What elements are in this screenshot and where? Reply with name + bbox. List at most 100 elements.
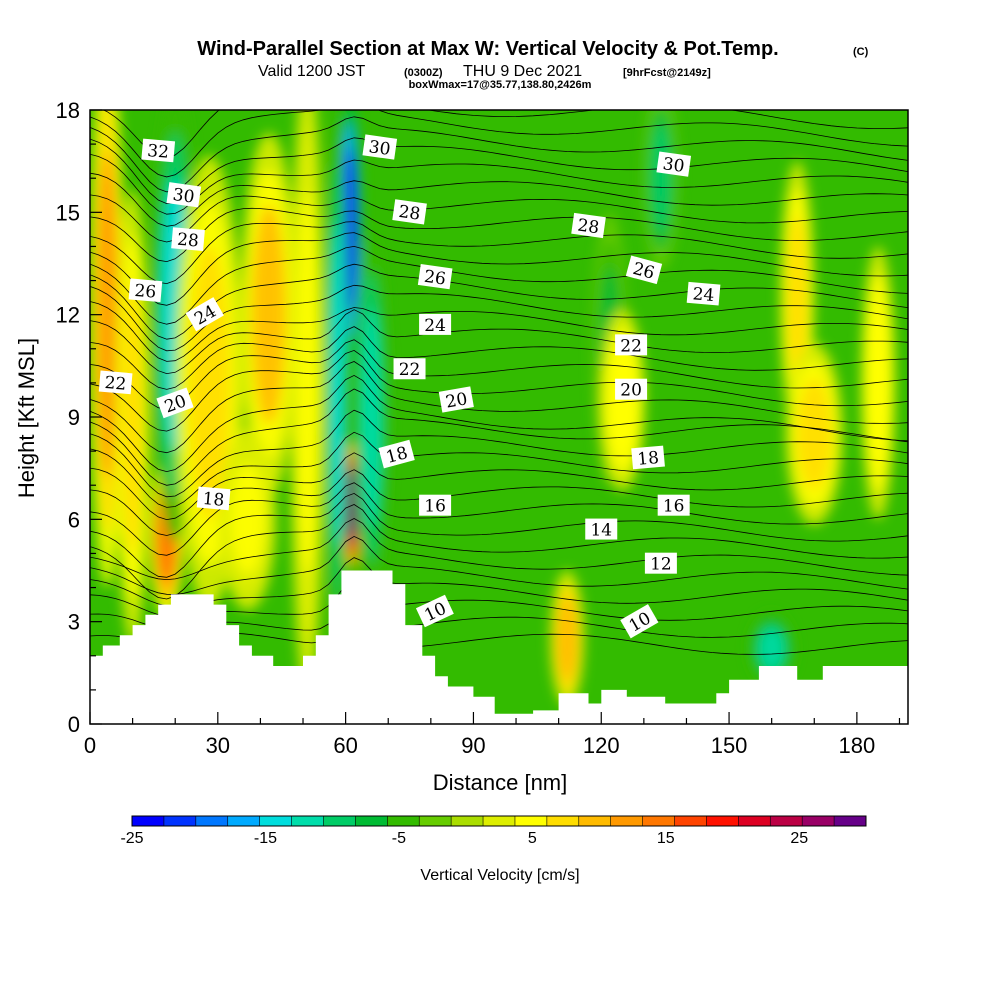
- colorbar-swatch: [195, 816, 229, 826]
- contour-label: 12: [644, 552, 677, 575]
- isentrope-line: [90, 535, 908, 595]
- contour-label: 26: [417, 264, 453, 290]
- contour-label: 20: [438, 386, 474, 413]
- colorbar-swatch: [259, 816, 293, 826]
- contour-label-text: 28: [176, 230, 199, 252]
- isentrope-line: [90, 116, 908, 193]
- w-cell: [251, 205, 286, 424]
- colorbar: -25 -15 -5 5 15 25: [120, 815, 867, 847]
- contour-label-box: [438, 386, 474, 413]
- contour-label-text: 26: [134, 281, 157, 303]
- w-cell: [122, 280, 143, 554]
- contour-label-text: 18: [202, 489, 225, 511]
- contour-label: 20: [615, 378, 648, 401]
- contour-label: 24: [686, 281, 721, 306]
- contour-label-text: 32: [146, 141, 169, 163]
- isentrope-line: [90, 388, 908, 486]
- colorbar-tick-label: 25: [790, 830, 808, 847]
- w-cell: [867, 301, 889, 465]
- subtitle-zulu: (0300Z): [404, 67, 443, 79]
- contour-label-box: [615, 334, 648, 356]
- contour-label-box: [415, 594, 454, 628]
- colorbar-tick-label: -5: [392, 830, 406, 847]
- y-tick-label: 3: [68, 610, 80, 635]
- contour-label: 22: [615, 334, 648, 356]
- isentrope-line: [90, 263, 908, 340]
- colorbar-swatch: [387, 816, 420, 826]
- colorbar-tick-label: 15: [657, 830, 675, 847]
- isentrope-line: [90, 374, 908, 473]
- colorbar-swatch: [132, 816, 165, 826]
- colorbar-tick-label: 5: [528, 830, 537, 847]
- colorbar-swatch: [834, 816, 867, 826]
- contour-label-box: [128, 278, 163, 303]
- w-cell: [96, 150, 118, 479]
- isentrope-line: [90, 361, 908, 454]
- contour-label-text: 24: [424, 316, 446, 336]
- contour-label: 30: [656, 151, 692, 177]
- contour-label-box: [362, 134, 398, 160]
- x-tick-label: 30: [206, 733, 230, 758]
- colorbar-swatch: [355, 816, 388, 826]
- isentrope-line: [90, 232, 908, 306]
- colorbar-swatch: [451, 816, 484, 826]
- subtitle-valid: Valid 1200 JST: [258, 63, 366, 80]
- colorbar-swatch: [419, 816, 452, 826]
- contour-label-box: [141, 138, 176, 163]
- colorbar-swatch: [514, 816, 548, 826]
- isentrope-line: [90, 309, 908, 375]
- box-info: boxWmax=17@35.77,138.80,2426m: [409, 79, 592, 91]
- x-tick-label: 60: [333, 733, 357, 758]
- contour-label-text: 16: [424, 497, 446, 517]
- contour-label-text: 16: [663, 497, 685, 517]
- y-axis: 0 3 6 9 12 15 18: [56, 98, 102, 737]
- y-axis-title: Height [Kft MSL]: [14, 338, 39, 498]
- contour-label-box: [156, 387, 194, 419]
- contour-label-box: [392, 199, 427, 225]
- contour-label-box: [620, 604, 659, 639]
- isentrope-line: [90, 504, 908, 600]
- contour-label-box: [171, 227, 205, 251]
- contour-label: 30: [362, 134, 398, 160]
- contour-label-text: 24: [692, 284, 715, 306]
- contour-label-box: [657, 494, 690, 516]
- colorbar-swatch: [546, 816, 580, 826]
- w-cell: [650, 123, 672, 233]
- colorbar-swatch: [642, 816, 676, 826]
- isentrope-line: [90, 284, 908, 352]
- isentrope-line: [90, 172, 908, 227]
- contour-label: 18: [196, 486, 231, 511]
- contour-label-text: 12: [650, 555, 672, 575]
- isentrope-line: [90, 110, 908, 178]
- x-tick-label: 120: [583, 733, 620, 758]
- chart-title: Wind-Parallel Section at Max W: Vertical…: [197, 38, 778, 60]
- w-cell: [608, 345, 637, 455]
- contour-label-text: 20: [444, 389, 469, 412]
- isentrope-line: [90, 207, 908, 263]
- w-cell: [797, 379, 832, 489]
- contour-label-text: 22: [620, 336, 642, 356]
- contour-label-box: [656, 151, 692, 177]
- x-axis-title: Distance [nm]: [433, 770, 568, 795]
- colorbar-swatch: [163, 816, 197, 826]
- w-cell: [330, 219, 344, 547]
- isentrope-line: [90, 194, 908, 243]
- contour-label-text: 28: [397, 202, 421, 225]
- colorbar-tick-label: -25: [120, 830, 143, 847]
- isentrope-line: [90, 137, 908, 205]
- isentrope-line: [90, 153, 908, 215]
- y-tick-label: 18: [56, 98, 80, 123]
- contour-label-text: 22: [104, 373, 127, 395]
- colorbar-swatch: [706, 816, 739, 826]
- contour-label-text: 22: [399, 360, 421, 380]
- contour-label-text: 26: [423, 267, 447, 290]
- y-tick-label: 12: [56, 303, 80, 328]
- contour-label: 14: [585, 518, 618, 541]
- colorbar-title: Vertical Velocity [cm/s]: [420, 867, 579, 884]
- contour-label-box: [98, 370, 133, 395]
- subtitle-forecast: [9hrFcst@2149z]: [623, 67, 711, 79]
- colorbar-tick-label: -15: [254, 830, 277, 847]
- isentrope-line: [90, 452, 908, 521]
- contour-label-box: [419, 313, 452, 335]
- isentrope-line: [102, 110, 908, 159]
